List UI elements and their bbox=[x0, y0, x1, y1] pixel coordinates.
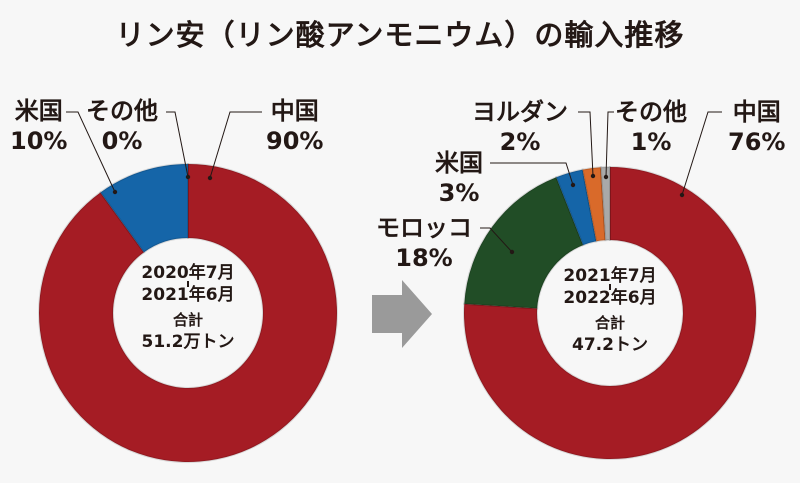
label-china-left: 中国 90% bbox=[266, 96, 323, 156]
period-end: 2022年6月 bbox=[563, 288, 657, 308]
label-us-right: 米国 3% bbox=[435, 148, 483, 208]
leader-line-china-left bbox=[209, 111, 262, 179]
total-value: 47.2トン bbox=[572, 335, 648, 355]
slice-name: 米国 bbox=[435, 149, 483, 177]
label-morocco-right: モロッコ 18% bbox=[376, 213, 472, 273]
label-other-left: その他 0% bbox=[86, 96, 158, 156]
donut-slice bbox=[463, 165, 757, 460]
donut-slice bbox=[38, 162, 338, 463]
slice-percent: 0% bbox=[101, 127, 143, 155]
slice-name: 中国 bbox=[270, 97, 319, 125]
total-label: 合計 bbox=[172, 311, 203, 329]
slice-percent: 2% bbox=[499, 128, 541, 156]
period-separator bbox=[187, 281, 189, 287]
leader-line-china-right bbox=[681, 111, 722, 196]
donut-slice bbox=[99, 162, 189, 254]
slice-name: 中国 bbox=[732, 98, 781, 126]
label-china-right: 中国 76% bbox=[728, 97, 785, 157]
leader-line-other-right bbox=[605, 111, 614, 178]
slice-percent: 76% bbox=[728, 128, 786, 156]
slice-name: ヨルダン bbox=[472, 98, 568, 126]
period-start: 2021年7月 bbox=[563, 266, 657, 286]
slice-percent: 90% bbox=[266, 127, 324, 155]
donut-slice bbox=[554, 168, 598, 247]
label-jordan-right: ヨルダン 2% bbox=[472, 97, 568, 157]
leader-line-morocco-right bbox=[480, 227, 513, 253]
label-us-left: 米国 10% bbox=[10, 96, 67, 156]
total-value: 51.2万トン bbox=[141, 332, 235, 352]
leader-line-jordan-right bbox=[578, 111, 594, 177]
donut-chart-2020 bbox=[38, 162, 338, 463]
leader-line-us-left bbox=[66, 111, 116, 193]
period-start: 2020年7月 bbox=[141, 263, 235, 283]
donut-chart-2021 bbox=[463, 165, 757, 460]
chart-title: リン安（リン酸アンモニウム）の輸入推移 bbox=[115, 18, 685, 52]
slice-percent: 18% bbox=[395, 244, 453, 272]
slice-name: 米国 bbox=[14, 97, 63, 125]
donut-slice bbox=[599, 165, 611, 242]
slice-percent: 1% bbox=[630, 128, 672, 156]
slice-name: その他 bbox=[615, 98, 687, 126]
total-label: 合計 bbox=[594, 314, 625, 332]
label-other-right: その他 1% bbox=[615, 97, 687, 157]
period-separator bbox=[609, 284, 611, 290]
slice-percent: 3% bbox=[438, 179, 480, 207]
slice-percent: 10% bbox=[10, 127, 68, 155]
period-end: 2021年6月 bbox=[141, 285, 235, 305]
donut-slice bbox=[581, 166, 607, 243]
donut-slice bbox=[463, 175, 585, 310]
slice-name: モロッコ bbox=[376, 214, 472, 242]
right-arrow-icon bbox=[372, 280, 432, 348]
center-text-right: 2021年7月 2022年6月 合計 47.2トン bbox=[550, 265, 670, 356]
leader-line-other-left bbox=[166, 111, 189, 178]
center-text-left: 2020年7月 2021年6月 合計 51.2万トン bbox=[128, 262, 248, 353]
leader-line-us-right bbox=[490, 162, 574, 186]
slice-name: その他 bbox=[86, 97, 158, 125]
leader-dots bbox=[112, 173, 685, 255]
leader-lines bbox=[66, 111, 722, 253]
